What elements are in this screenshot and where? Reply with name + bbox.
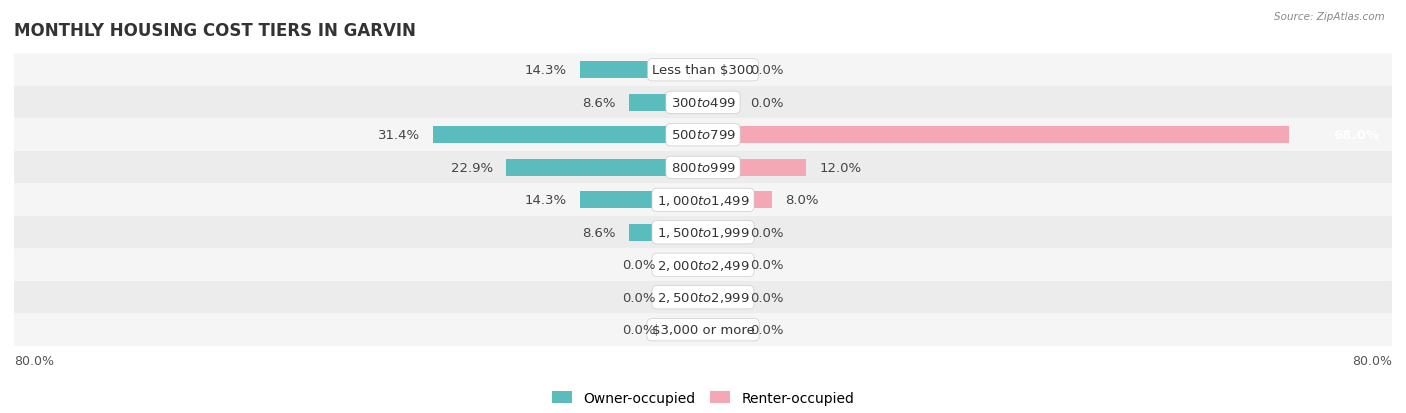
Text: 14.3%: 14.3% <box>524 64 567 77</box>
Text: 0.0%: 0.0% <box>751 64 785 77</box>
FancyBboxPatch shape <box>14 249 1392 281</box>
Text: 80.0%: 80.0% <box>1353 354 1392 367</box>
Text: 8.0%: 8.0% <box>785 194 818 207</box>
FancyBboxPatch shape <box>14 184 1392 216</box>
Text: 8.6%: 8.6% <box>582 97 616 109</box>
Text: 8.6%: 8.6% <box>582 226 616 239</box>
Bar <box>506 159 703 176</box>
Text: 80.0%: 80.0% <box>14 354 53 367</box>
Text: MONTHLY HOUSING COST TIERS IN GARVIN: MONTHLY HOUSING COST TIERS IN GARVIN <box>14 22 416 40</box>
Text: 0.0%: 0.0% <box>621 323 655 337</box>
Text: $500 to $799: $500 to $799 <box>671 129 735 142</box>
Text: 0.0%: 0.0% <box>621 259 655 272</box>
FancyBboxPatch shape <box>14 314 1392 346</box>
Bar <box>579 62 703 79</box>
Text: 0.0%: 0.0% <box>751 97 785 109</box>
FancyBboxPatch shape <box>14 152 1392 184</box>
Bar <box>628 224 703 241</box>
Text: 0.0%: 0.0% <box>751 259 785 272</box>
FancyBboxPatch shape <box>14 87 1392 119</box>
Text: 22.9%: 22.9% <box>451 161 494 174</box>
Bar <box>703 62 738 79</box>
Bar <box>703 127 1289 144</box>
Legend: Owner-occupied, Renter-occupied: Owner-occupied, Renter-occupied <box>546 385 860 411</box>
Text: 12.0%: 12.0% <box>820 161 862 174</box>
Bar <box>433 127 703 144</box>
Text: $2,500 to $2,999: $2,500 to $2,999 <box>657 291 749 304</box>
Bar <box>579 192 703 209</box>
Text: 68.0%: 68.0% <box>1333 129 1379 142</box>
FancyBboxPatch shape <box>14 55 1392 87</box>
FancyBboxPatch shape <box>14 281 1392 314</box>
Text: 0.0%: 0.0% <box>751 291 785 304</box>
Text: 0.0%: 0.0% <box>751 323 785 337</box>
FancyBboxPatch shape <box>14 216 1392 249</box>
Text: $300 to $499: $300 to $499 <box>671 97 735 109</box>
Text: Less than $300: Less than $300 <box>652 64 754 77</box>
Bar <box>669 289 703 306</box>
Bar <box>703 192 772 209</box>
Text: $1,500 to $1,999: $1,500 to $1,999 <box>657 226 749 240</box>
Bar <box>669 257 703 273</box>
Bar <box>703 224 738 241</box>
Text: $2,000 to $2,499: $2,000 to $2,499 <box>657 258 749 272</box>
Bar <box>703 257 738 273</box>
Bar <box>703 289 738 306</box>
Text: $3,000 or more: $3,000 or more <box>651 323 755 337</box>
Text: 0.0%: 0.0% <box>751 226 785 239</box>
Text: Source: ZipAtlas.com: Source: ZipAtlas.com <box>1274 12 1385 22</box>
Text: 14.3%: 14.3% <box>524 194 567 207</box>
Bar <box>703 159 807 176</box>
Text: $800 to $999: $800 to $999 <box>671 161 735 174</box>
Text: 31.4%: 31.4% <box>378 129 419 142</box>
Bar <box>669 322 703 338</box>
Bar <box>703 95 738 112</box>
FancyBboxPatch shape <box>14 119 1392 152</box>
Text: $1,000 to $1,499: $1,000 to $1,499 <box>657 193 749 207</box>
Bar <box>628 95 703 112</box>
Text: 0.0%: 0.0% <box>621 291 655 304</box>
Bar <box>703 322 738 338</box>
